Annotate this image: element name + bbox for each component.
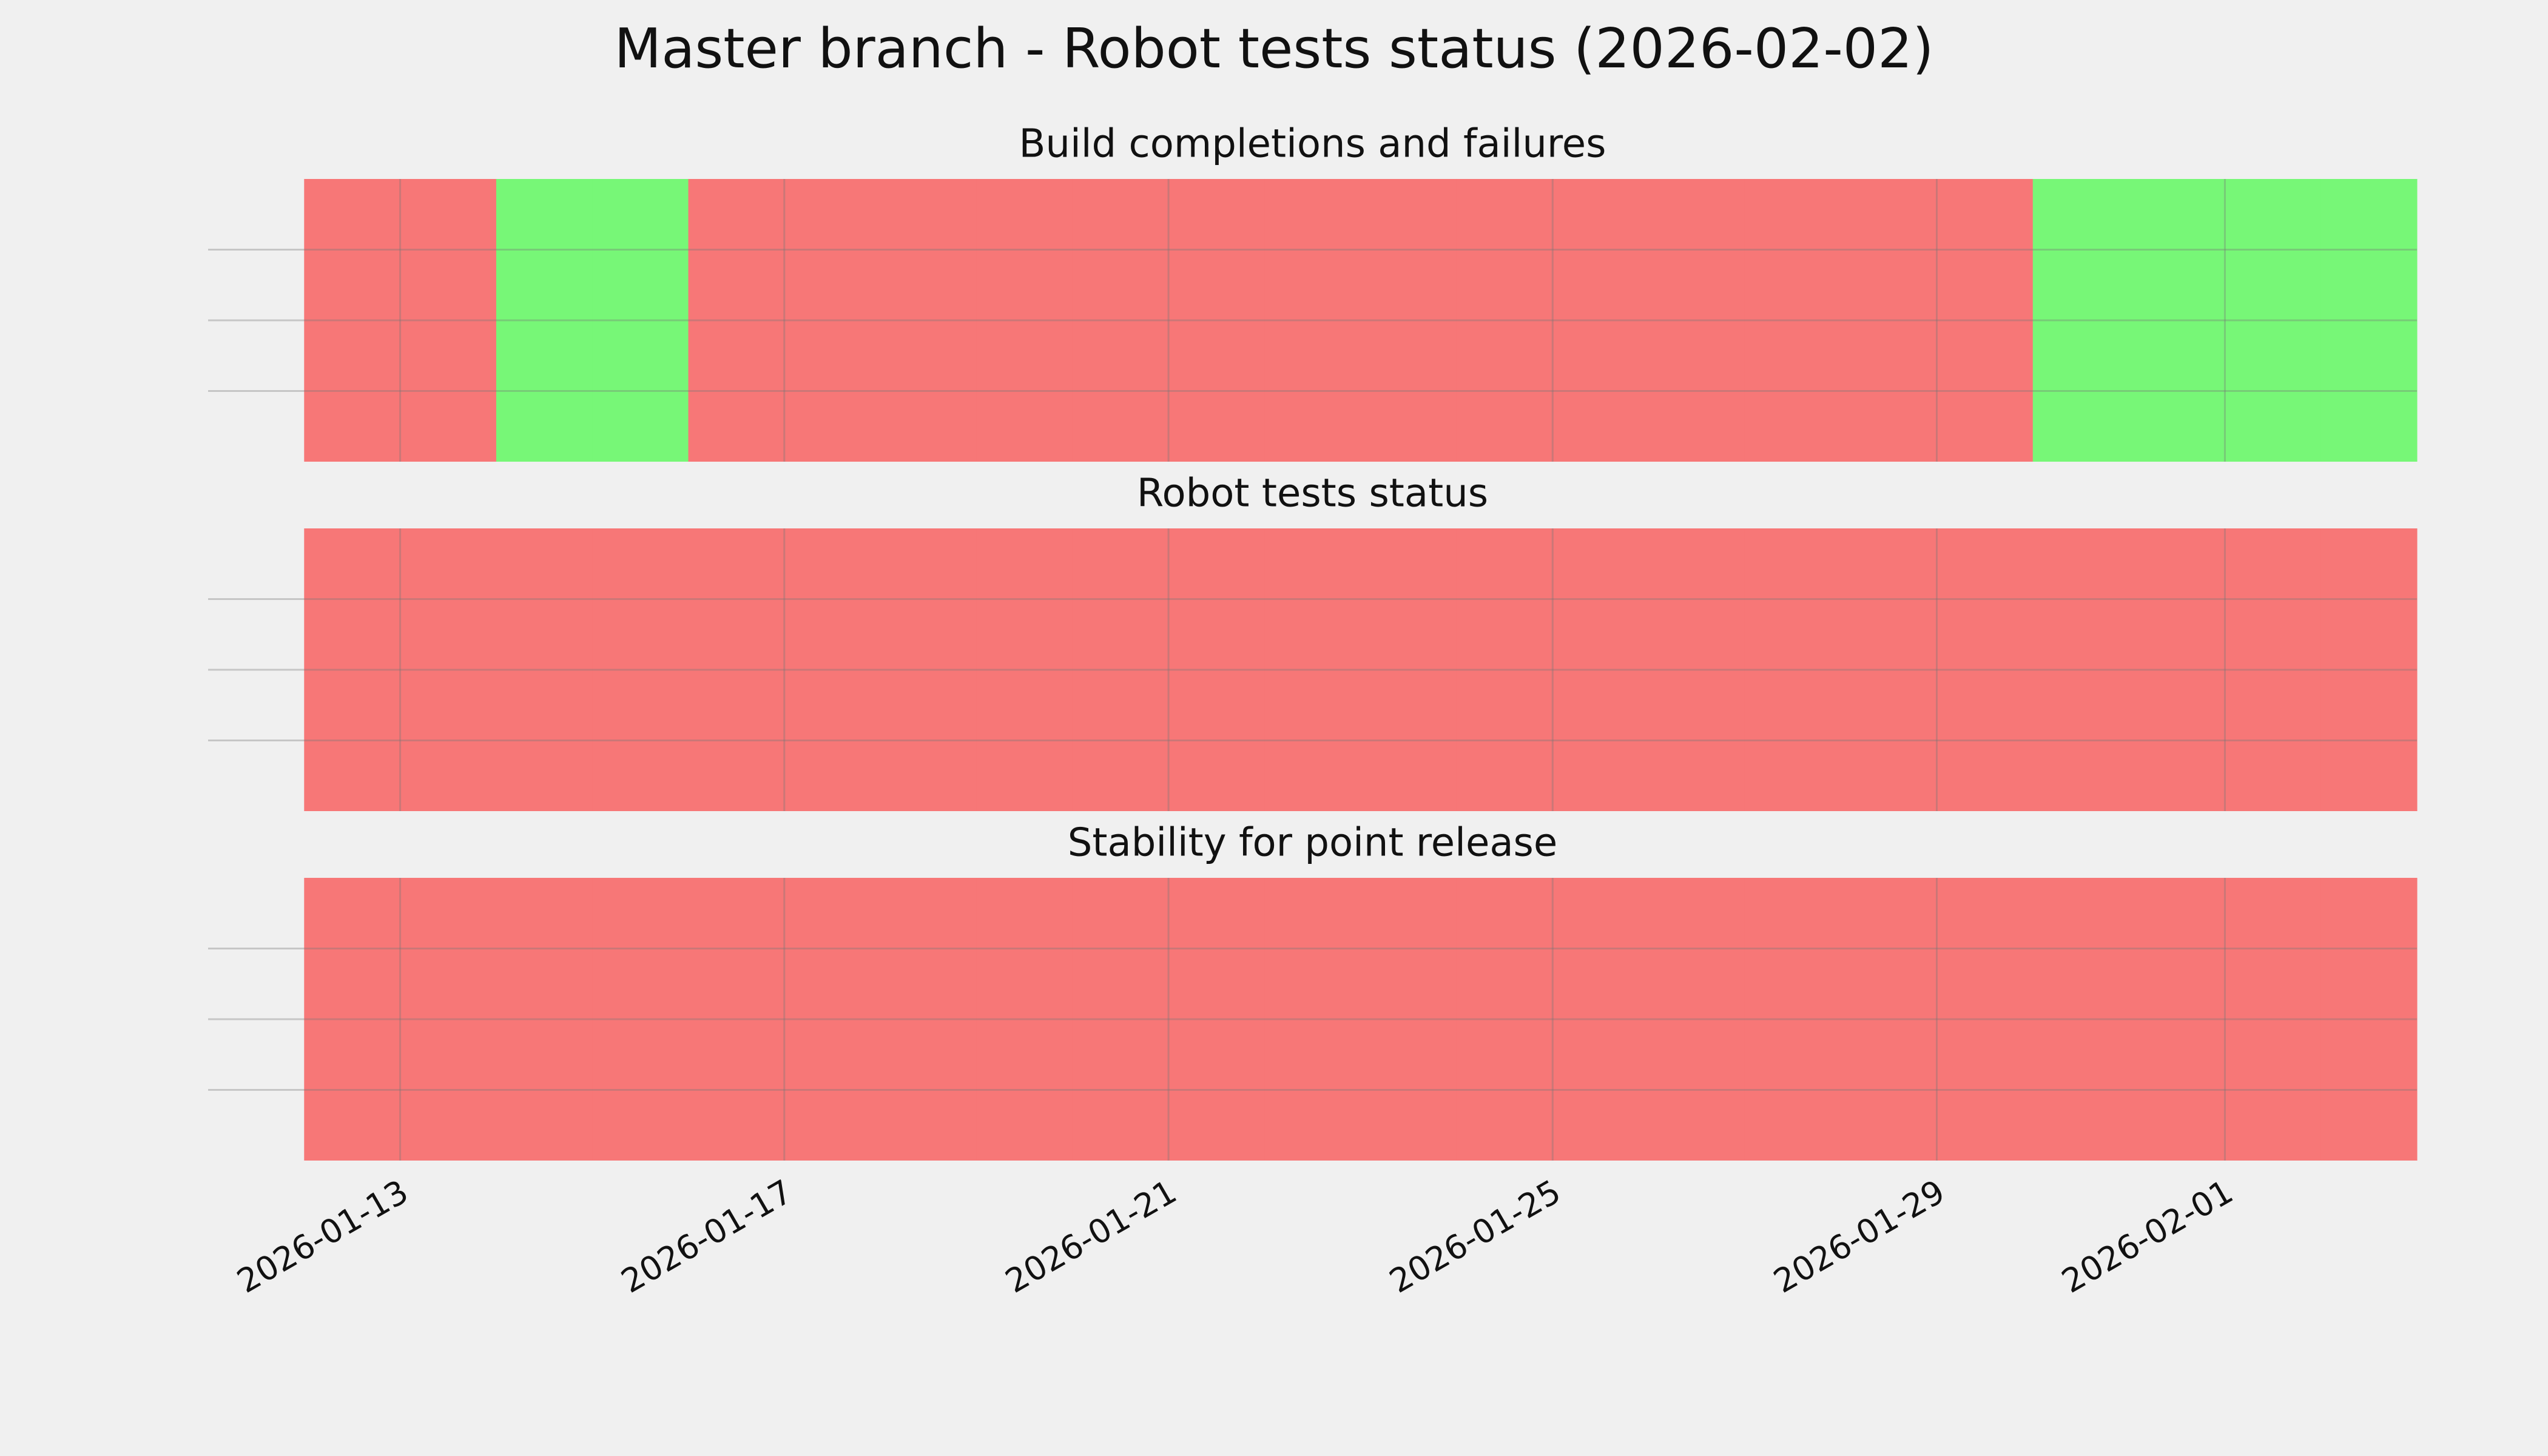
status-bar [1072, 528, 1169, 811]
status-bar [2129, 878, 2225, 1161]
status-bar [2320, 179, 2418, 462]
status-bar [304, 878, 401, 1161]
status-bar [688, 528, 785, 811]
status-bar [1168, 179, 1265, 462]
figure-title: Master branch - Robot tests status (2026… [615, 17, 1934, 81]
status-bar [880, 179, 977, 462]
status-bar [784, 528, 881, 811]
status-bar [1072, 179, 1169, 462]
status-bar [1744, 878, 1841, 1161]
status-bar [1648, 528, 1745, 811]
status-bar [1456, 878, 1553, 1161]
status-bar [1648, 878, 1745, 1161]
status-bar [688, 878, 785, 1161]
status-bar [2225, 179, 2322, 462]
status-bar [400, 179, 497, 462]
status-bar [400, 878, 497, 1161]
status-bar [496, 878, 593, 1161]
status-bar [1360, 179, 1457, 462]
status-bar [1936, 878, 2034, 1161]
status-bar [496, 179, 593, 462]
status-bar [976, 179, 1073, 462]
status-bar [2129, 179, 2225, 462]
status-bar [592, 528, 689, 811]
status-bar [1264, 528, 1361, 811]
status-bar [2225, 528, 2322, 811]
status-bar [976, 528, 1073, 811]
status-bar [304, 528, 401, 811]
status-bar [2032, 878, 2129, 1161]
status-bar [1841, 179, 1937, 462]
status-bar [1552, 528, 1650, 811]
status-bar [2129, 528, 2225, 811]
status-bar [880, 528, 977, 811]
status-bar [976, 878, 1073, 1161]
status-bar [784, 878, 881, 1161]
status-bar [1264, 878, 1361, 1161]
status-bar [784, 179, 881, 462]
status-bar [1744, 528, 1841, 811]
status-bar [1168, 528, 1265, 811]
status-bar [1936, 179, 2034, 462]
status-bar [1456, 528, 1553, 811]
status-bar [1360, 878, 1457, 1161]
status-bar [880, 878, 977, 1161]
status-bar [1648, 179, 1745, 462]
status-bar [400, 528, 497, 811]
status-bar [1168, 878, 1265, 1161]
status-bar [2320, 878, 2418, 1161]
status-bar [592, 179, 689, 462]
subplot-title: Stability for point release [1068, 821, 1558, 866]
status-bar [2032, 179, 2129, 462]
status-bar [496, 528, 593, 811]
status-bar [1264, 179, 1361, 462]
status-bar [1841, 528, 1937, 811]
status-bar [2225, 878, 2322, 1161]
status-bar [1456, 179, 1553, 462]
status-bar [2032, 528, 2129, 811]
status-bar [1744, 179, 1841, 462]
status-bar [1936, 528, 2034, 811]
status-bar [2320, 528, 2418, 811]
subplot-title: Robot tests status [1137, 471, 1488, 516]
status-bar [1552, 878, 1650, 1161]
subplot-title: Build completions and failures [1019, 122, 1606, 167]
status-bar [1072, 878, 1169, 1161]
status-bar [688, 179, 785, 462]
status-bar [1552, 179, 1650, 462]
status-bar [1360, 528, 1457, 811]
status-bar [592, 878, 689, 1161]
status-bar [1841, 878, 1937, 1161]
status-bar [304, 179, 401, 462]
